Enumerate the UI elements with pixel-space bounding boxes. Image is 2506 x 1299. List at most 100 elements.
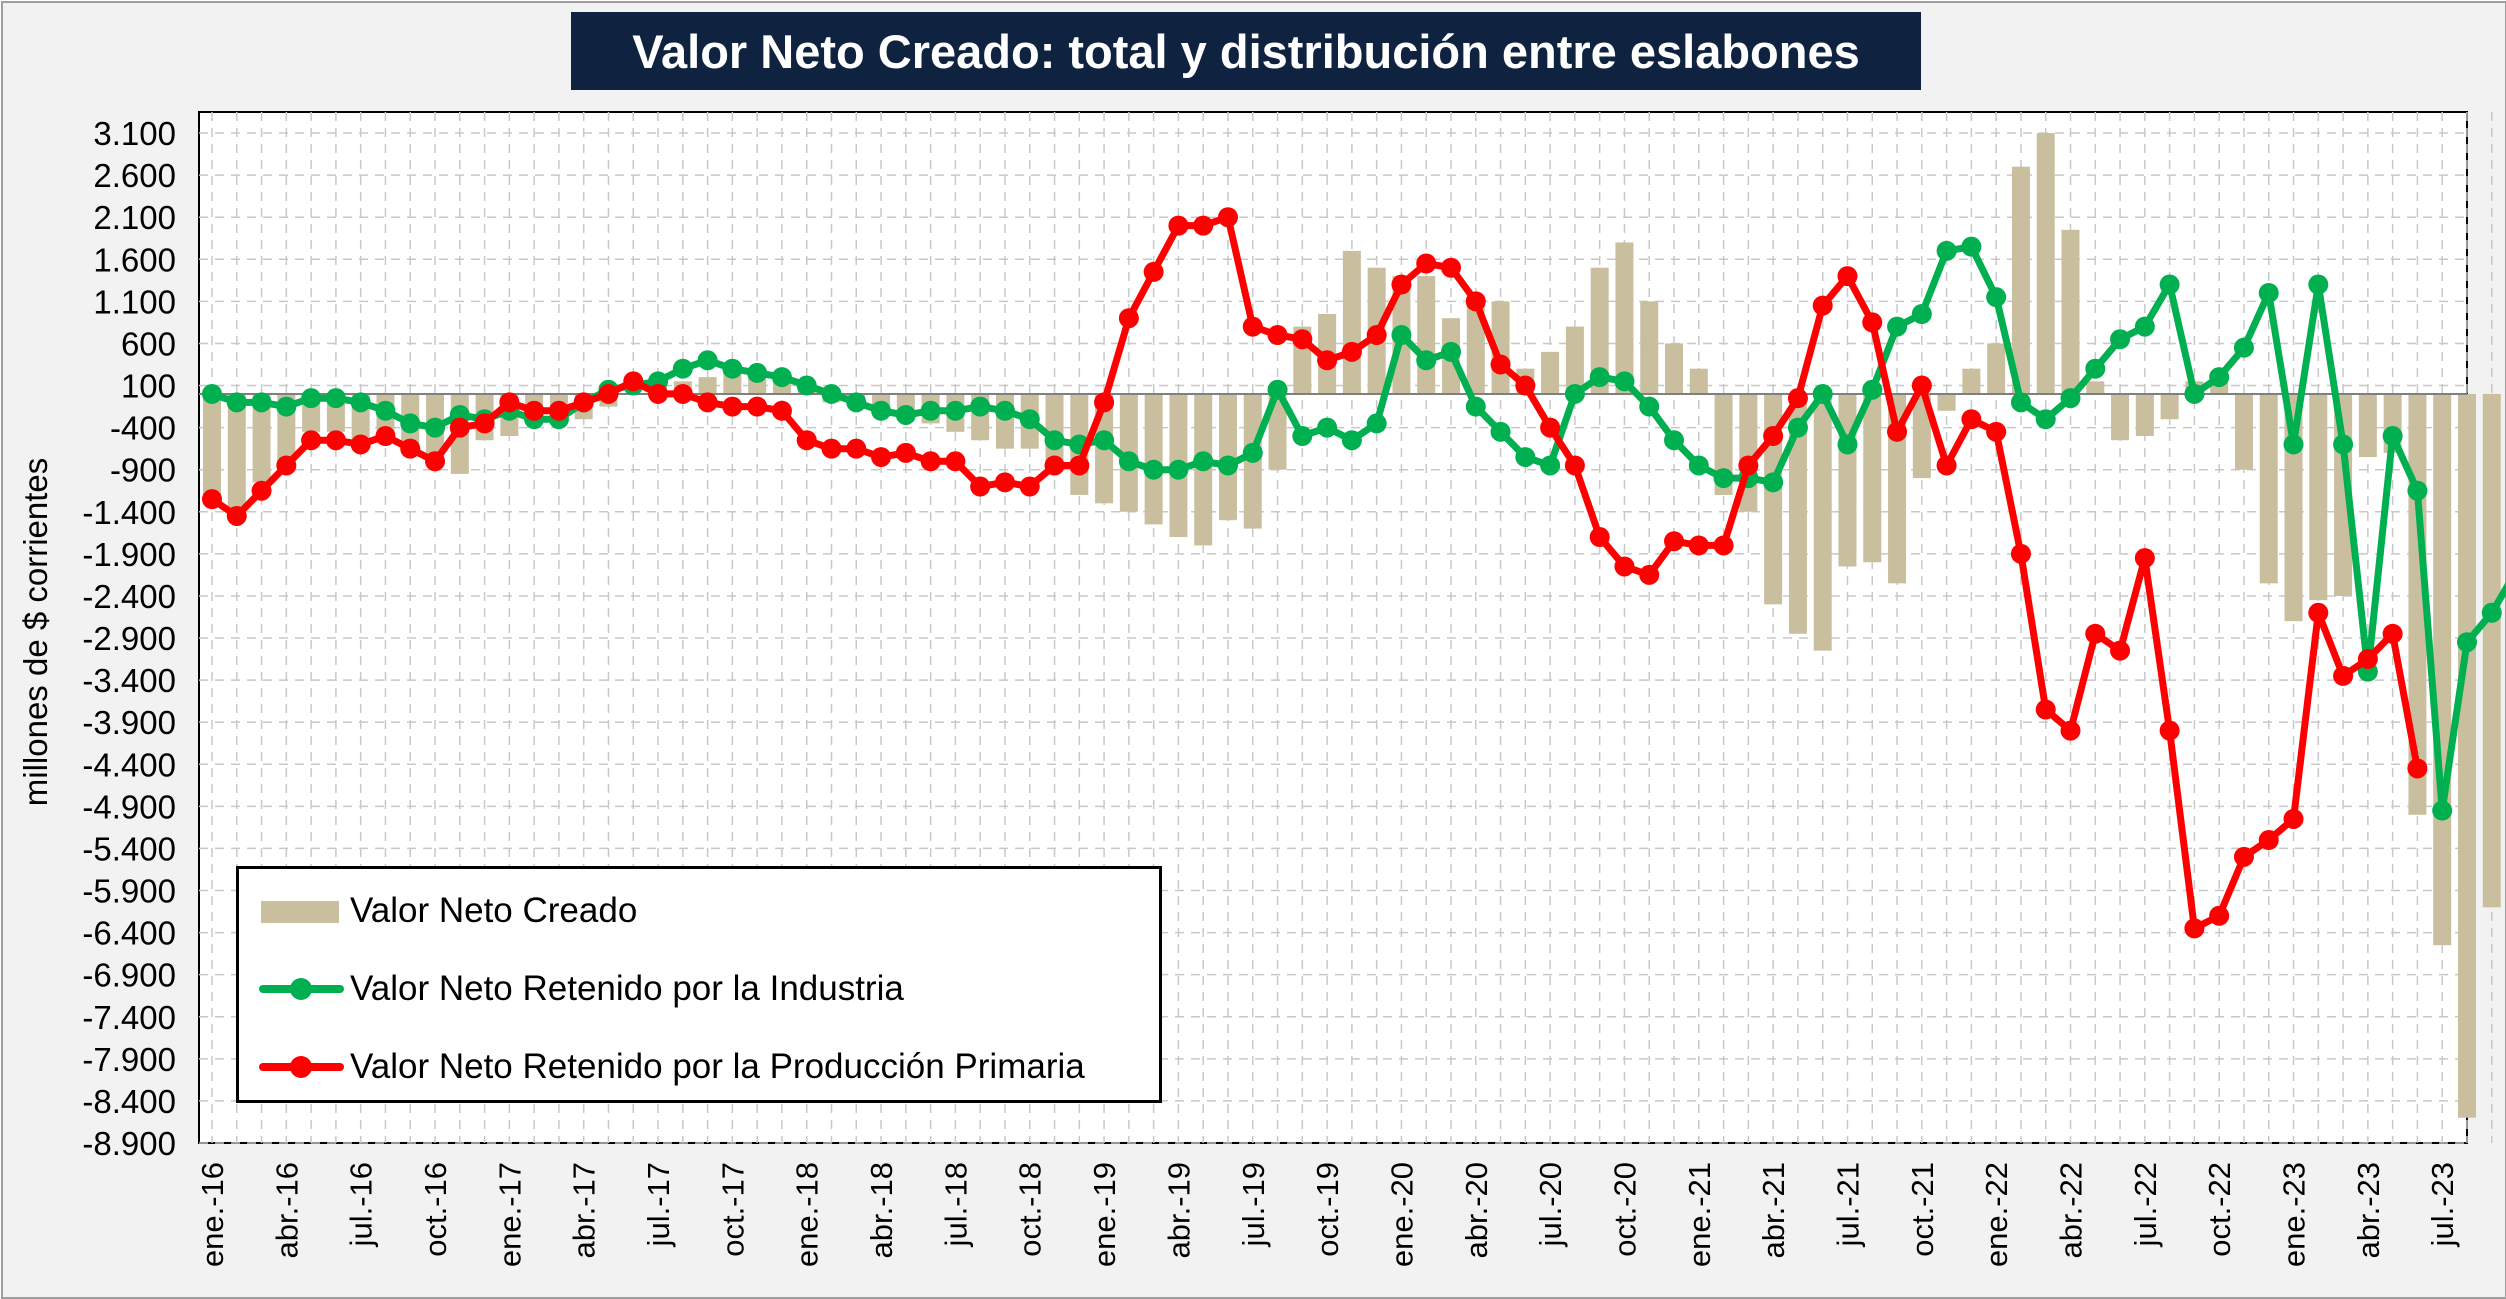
bar-valor-neto-creado [2358, 393, 2377, 458]
point-primaria [276, 455, 297, 476]
point-industria [2134, 316, 2155, 337]
point-primaria [920, 451, 941, 472]
point-primaria [1911, 375, 1932, 396]
legend-bar-swatch [259, 891, 344, 931]
bar-valor-neto-creado [1813, 393, 1832, 651]
point-primaria [1317, 350, 1338, 371]
point-industria [301, 388, 322, 409]
point-industria [722, 358, 743, 379]
x-tick-label: oct.-21 [1905, 1162, 1940, 1257]
point-industria [1936, 240, 1957, 261]
x-tick-label: oct.-18 [1013, 1162, 1048, 1257]
point-primaria [325, 430, 346, 451]
point-industria [2407, 480, 2428, 501]
y-tick-label: -4.900 [82, 788, 176, 825]
x-tick-label: ene.-21 [1682, 1162, 1717, 1267]
point-primaria [1688, 535, 1709, 556]
point-industria [1787, 417, 1808, 438]
point-industria [1837, 434, 1858, 455]
point-primaria [1961, 409, 1982, 430]
x-tick-label: ene.-20 [1384, 1162, 1419, 1267]
point-industria [846, 392, 867, 413]
y-tick-label: -1.900 [82, 536, 176, 573]
point-industria [2258, 282, 2279, 303]
x-tick-label: jul.-20 [1533, 1162, 1568, 1247]
point-industria [747, 362, 768, 383]
point-primaria [598, 383, 619, 404]
point-primaria [301, 430, 322, 451]
point-primaria [2333, 665, 2354, 686]
point-industria [1911, 303, 1932, 324]
y-tick-label: -7.400 [82, 999, 176, 1036]
x-tick-label: ene.-16 [195, 1162, 230, 1267]
x-tick-label: abr.-23 [2351, 1162, 2386, 1259]
point-primaria [1019, 476, 1040, 497]
x-tick-label: oct.-20 [1608, 1162, 1643, 1257]
bar-valor-neto-creado [1863, 393, 1882, 563]
y-tick-label: 2.600 [93, 157, 176, 194]
y-tick-label: -400 [110, 410, 176, 447]
bar-valor-neto-creado [2086, 381, 2105, 394]
point-primaria [573, 392, 594, 413]
bar-valor-neto-creado [1466, 301, 1485, 394]
x-tick-label: oct.-19 [1310, 1162, 1345, 1257]
y-axis-ticks: 3.100 2.600 2.100 1.600 1.100 600 100 -400 -900 -… [82, 115, 176, 1162]
y-tick-label: 100 [121, 368, 176, 405]
point-primaria [1862, 312, 1883, 333]
point-industria [1143, 459, 1164, 480]
point-industria [2233, 337, 2254, 358]
y-tick-label: -900 [110, 452, 176, 489]
point-industria [1465, 396, 1486, 417]
point-primaria [1589, 527, 1610, 548]
y-tick-label: -8.400 [82, 1083, 176, 1120]
x-tick-label: abr.-16 [269, 1162, 304, 1259]
point-primaria [697, 392, 718, 413]
bar-valor-neto-creado [1590, 267, 1609, 394]
line-series [202, 207, 2506, 939]
point-industria [1341, 430, 1362, 451]
point-industria [1416, 350, 1437, 371]
x-tick-label: jul.-18 [938, 1162, 973, 1247]
point-primaria [1887, 421, 1908, 442]
bar-valor-neto-creado [2036, 133, 2055, 394]
point-primaria [1564, 455, 1585, 476]
point-primaria [672, 383, 693, 404]
x-tick-label: oct.-22 [2202, 1162, 2237, 1257]
point-primaria [202, 489, 222, 510]
point-industria [895, 404, 916, 425]
point-industria [1242, 442, 1263, 463]
point-primaria [1094, 392, 1115, 413]
x-tick-label: abr.-17 [567, 1162, 602, 1259]
point-industria [945, 400, 966, 421]
point-industria [994, 400, 1015, 421]
bar-valor-neto-creado [1912, 393, 1931, 479]
point-industria [226, 392, 247, 413]
point-primaria [1837, 266, 1858, 287]
point-industria [1812, 383, 1833, 404]
x-tick-label: abr.-20 [1459, 1162, 1494, 1259]
point-primaria [2357, 649, 2378, 670]
y-tick-label: -4.400 [82, 746, 176, 783]
point-industria [2333, 434, 2354, 455]
point-primaria [1713, 535, 1734, 556]
bar-valor-neto-creado [2234, 393, 2253, 470]
x-tick-label: abr.-18 [864, 1162, 899, 1259]
point-primaria [2308, 602, 2329, 623]
legend-line-swatch [259, 969, 344, 1009]
point-primaria [1168, 215, 1189, 236]
point-industria [871, 400, 892, 421]
point-primaria [2035, 699, 2056, 720]
point-industria [2060, 388, 2081, 409]
x-tick-label: jul.-22 [2128, 1162, 2163, 1247]
y-tick-label: -8.900 [82, 1125, 176, 1162]
point-primaria [895, 442, 916, 463]
x-tick-label: jul.-23 [2425, 1162, 2460, 1247]
point-industria [1267, 379, 1288, 400]
x-tick-label: ene.-17 [492, 1162, 527, 1267]
point-primaria [350, 434, 371, 455]
point-primaria [400, 438, 421, 459]
point-primaria [375, 426, 396, 447]
point-industria [672, 358, 693, 379]
point-primaria [1787, 388, 1808, 409]
bar-valor-neto-creado [252, 393, 271, 483]
